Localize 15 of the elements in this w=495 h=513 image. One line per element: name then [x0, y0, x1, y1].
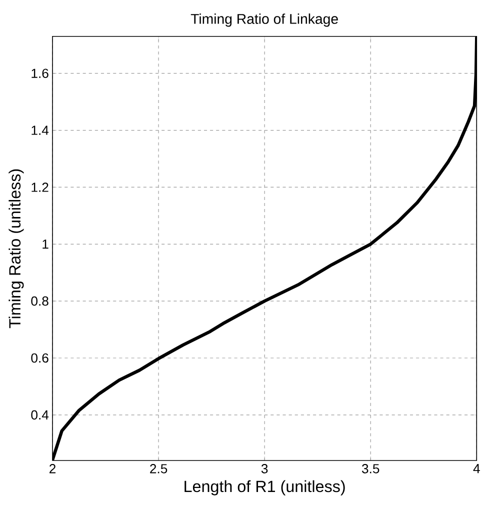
- x-tick-label: 2: [50, 464, 56, 474]
- x-tick-label: 2.5: [150, 464, 168, 474]
- x-tick-label: 3: [262, 464, 268, 474]
- y-axis-title: Timing Ratio (unitless): [8, 169, 24, 328]
- y-tick-label: 0.6: [31, 353, 48, 363]
- y-tick-label: 1: [42, 240, 48, 249]
- y-tick-label: 0.8: [31, 296, 48, 306]
- x-tick-label: 3.5: [362, 464, 380, 474]
- x-tick-label: 4: [473, 464, 480, 474]
- y-tick-label: 1.4: [32, 126, 49, 135]
- y-tick-label: 0.4: [31, 410, 49, 420]
- y-tick-label: 1.2: [32, 182, 48, 192]
- x-axis-title: Length of R1 (unitless): [184, 480, 345, 496]
- chart-title: Timing Ratio of Linkage: [190, 14, 338, 27]
- y-tick-label: 1.6: [32, 68, 48, 78]
